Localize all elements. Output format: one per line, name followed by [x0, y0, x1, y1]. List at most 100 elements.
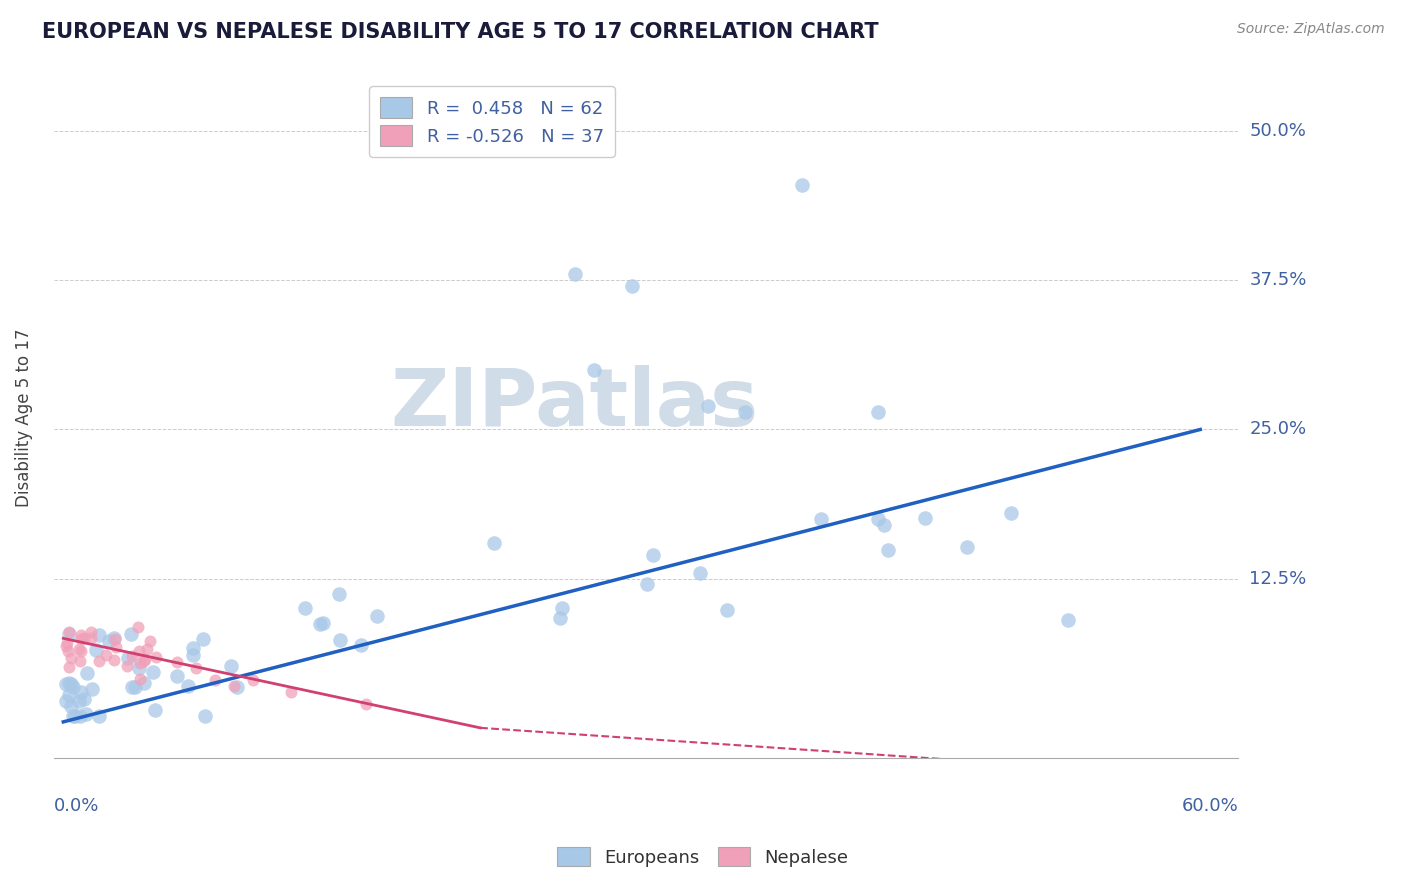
Point	[792, 178, 814, 192]
Point	[696, 399, 718, 413]
Point	[58, 644, 80, 658]
Point	[121, 681, 143, 695]
Point	[58, 676, 80, 690]
Point	[219, 659, 242, 673]
Point	[63, 709, 86, 723]
Point	[734, 404, 756, 418]
Point	[873, 518, 896, 533]
Point	[55, 694, 77, 708]
Point	[60, 699, 83, 714]
Point	[329, 633, 352, 648]
Point	[115, 658, 138, 673]
Text: 0.0%: 0.0%	[53, 797, 100, 814]
Point	[142, 665, 165, 679]
Point	[551, 601, 574, 615]
Point	[80, 632, 103, 646]
Point	[124, 681, 146, 695]
Text: EUROPEAN VS NEPALESE DISABILITY AGE 5 TO 17 CORRELATION CHART: EUROPEAN VS NEPALESE DISABILITY AGE 5 TO…	[42, 22, 879, 42]
Point	[127, 620, 149, 634]
Point	[636, 577, 658, 591]
Point	[294, 600, 316, 615]
Point	[134, 652, 156, 666]
Point	[564, 268, 586, 282]
Point	[120, 627, 142, 641]
Point	[58, 660, 80, 674]
Point	[956, 540, 979, 554]
Point	[69, 632, 91, 646]
Point	[70, 684, 93, 698]
Point	[79, 625, 101, 640]
Point	[877, 543, 900, 558]
Text: 37.5%: 37.5%	[1250, 271, 1306, 289]
Point	[89, 709, 111, 723]
Point	[641, 548, 664, 562]
Point	[183, 640, 205, 655]
Point	[145, 649, 167, 664]
Point	[72, 692, 94, 706]
Point	[62, 709, 84, 723]
Point	[103, 631, 125, 645]
Point	[129, 656, 152, 670]
Text: 12.5%: 12.5%	[1250, 570, 1306, 588]
Point	[55, 640, 77, 654]
Point	[868, 404, 890, 418]
Point	[69, 709, 91, 723]
Point	[356, 697, 378, 711]
Point	[914, 511, 936, 525]
Point	[129, 672, 152, 686]
Point	[193, 632, 215, 646]
Point	[548, 611, 571, 625]
Point	[58, 625, 80, 640]
Point	[328, 587, 350, 601]
Point	[166, 669, 188, 683]
Point	[105, 640, 128, 654]
Point	[128, 661, 150, 675]
Point	[76, 665, 98, 680]
Point	[67, 693, 90, 707]
Point	[70, 644, 93, 658]
Text: 60.0%: 60.0%	[1181, 797, 1239, 814]
Point	[280, 685, 302, 699]
Point	[104, 632, 127, 646]
Point	[143, 703, 166, 717]
Point	[193, 709, 215, 723]
Point	[177, 679, 200, 693]
Point	[117, 651, 139, 665]
Point	[67, 641, 90, 656]
Point	[366, 609, 388, 624]
Point	[138, 633, 160, 648]
Text: 50.0%: 50.0%	[1250, 122, 1306, 140]
Point	[242, 673, 264, 687]
Point	[1056, 614, 1078, 628]
Point	[80, 682, 103, 697]
Point	[620, 279, 643, 293]
Point	[308, 616, 330, 631]
Point	[96, 648, 118, 663]
Point	[166, 655, 188, 669]
Point	[75, 707, 97, 722]
Point	[582, 363, 605, 377]
Point	[181, 648, 204, 663]
Point	[103, 653, 125, 667]
Point	[55, 676, 77, 690]
Legend: Europeans, Nepalese: Europeans, Nepalese	[550, 840, 856, 874]
Point	[87, 627, 110, 641]
Point	[226, 680, 249, 694]
Point	[810, 512, 832, 526]
Point	[716, 602, 738, 616]
Point	[204, 673, 226, 687]
Point	[222, 679, 245, 693]
Point	[58, 688, 80, 702]
Point	[132, 654, 155, 668]
Text: 25.0%: 25.0%	[1250, 420, 1306, 439]
Point	[87, 654, 110, 668]
Point	[135, 641, 157, 656]
Y-axis label: Disability Age 5 to 17: Disability Age 5 to 17	[15, 328, 32, 507]
Point	[59, 676, 82, 690]
Point	[1000, 506, 1022, 520]
Point	[689, 566, 711, 581]
Point	[58, 627, 80, 641]
Legend: R =  0.458   N = 62, R = -0.526   N = 37: R = 0.458 N = 62, R = -0.526 N = 37	[370, 87, 614, 157]
Point	[72, 631, 94, 645]
Point	[121, 649, 143, 664]
